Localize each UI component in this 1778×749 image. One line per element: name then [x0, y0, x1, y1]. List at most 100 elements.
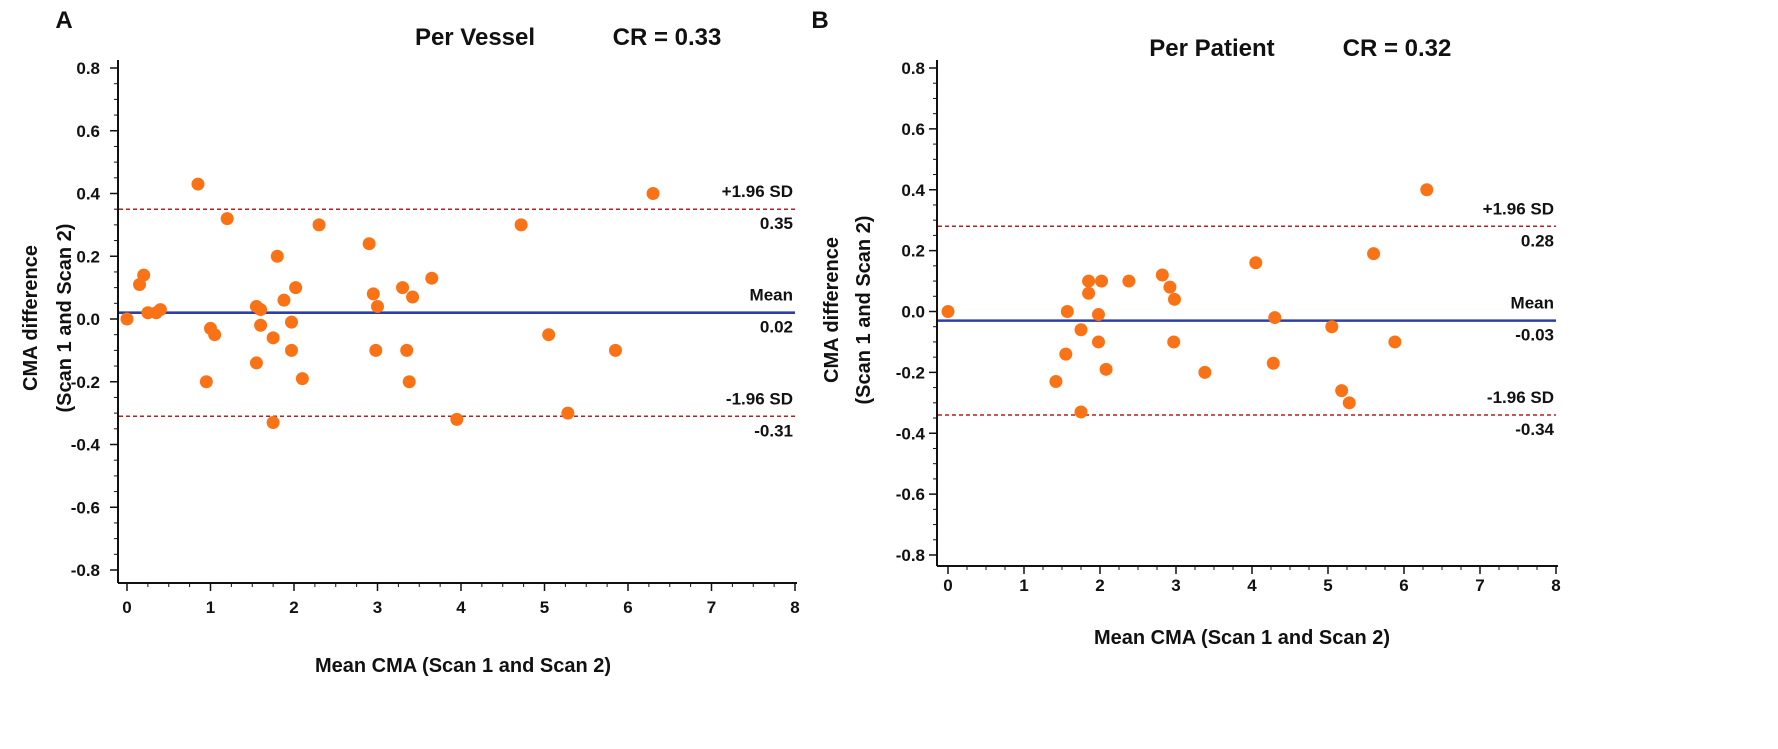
data-point: [312, 218, 326, 232]
x-tick-label: 8: [790, 598, 799, 617]
x-tick-label: 3: [1171, 576, 1180, 595]
x-tick-label: 3: [373, 598, 382, 617]
panel-letter: A: [55, 7, 72, 34]
data-point: [191, 177, 205, 191]
data-point: [542, 328, 556, 342]
y-tick-label: -0.4: [71, 436, 101, 455]
reference-line-name: -1.96 SD: [726, 389, 793, 408]
data-point: [608, 343, 622, 357]
data-point: [1335, 384, 1349, 398]
data-point: [254, 318, 268, 332]
y-tick-label: 0.2: [901, 242, 925, 261]
data-point: [1060, 305, 1074, 318]
y-tick-label: -0.8: [71, 561, 100, 580]
data-point: [371, 299, 384, 313]
data-point: [396, 281, 410, 295]
reference-line-value: 0.02: [760, 318, 793, 337]
data-point: [137, 268, 151, 282]
y-tick-label: 0.6: [76, 122, 100, 141]
data-point: [646, 187, 660, 200]
data-point: [406, 290, 420, 304]
y-tick-label: 0.4: [76, 185, 100, 204]
chart-panel-a: A Per Vessel CR = 0.33 0.8 0.6 0.4 0.2 0.0 -0.2 -…: [20, 7, 800, 677]
data-point: [450, 412, 464, 426]
data-point: [266, 416, 280, 430]
x-tick-label: 7: [1475, 576, 1484, 595]
x-axis-title: Mean CMA (Scan 1 and Scan 2): [1094, 627, 1390, 649]
y-tick-label: -0.2: [71, 373, 100, 392]
data-point: [402, 375, 416, 389]
y-axis-title: CMA difference (Scan 1 and Scan 2): [821, 216, 875, 405]
reference-line-value: 0.35: [760, 214, 793, 233]
data-point: [1074, 405, 1088, 419]
data-point: [1342, 396, 1356, 410]
y-tick-label: 0.4: [901, 181, 925, 200]
y-tick-label: -0.8: [896, 546, 925, 565]
x-tick-label: 8: [1551, 576, 1560, 595]
data-point: [1198, 365, 1212, 379]
data-point: [1367, 247, 1381, 261]
x-tick-label: 2: [1095, 576, 1104, 595]
data-point: [362, 237, 376, 251]
data-point: [1325, 320, 1339, 334]
y-tick-label: 0.0: [76, 310, 100, 329]
data-point: [249, 356, 263, 370]
data-point: [1082, 274, 1096, 288]
x-tick-label: 7: [707, 598, 716, 617]
y-tick-label: 0.0: [901, 303, 925, 322]
y-axis-title-line2: (Scan 1 and Scan 2): [54, 224, 76, 413]
x-tick-label: 5: [540, 598, 549, 617]
x-tick-label: 5: [1323, 576, 1332, 595]
x-tick-label: 4: [456, 598, 466, 617]
y-tick-label: 0.8: [901, 59, 925, 78]
data-point: [941, 305, 955, 318]
data-point: [1167, 335, 1181, 349]
reference-line-name: Mean: [1511, 294, 1554, 313]
y-tick-label: -0.2: [896, 363, 925, 382]
x-tick-label: 0: [943, 576, 952, 595]
data-point: [1095, 274, 1109, 288]
y-tick-label: -0.4: [896, 424, 926, 443]
y-tick-label: -0.6: [71, 498, 100, 517]
data-point: [514, 218, 528, 232]
data-point: [561, 406, 575, 420]
x-tick-label: 2: [289, 598, 298, 617]
data-point: [120, 312, 134, 326]
y-axis-title-line1: CMA difference: [821, 237, 843, 383]
data-point: [1082, 286, 1096, 300]
data-point: [425, 271, 439, 285]
reference-line-value: -0.31: [754, 421, 793, 440]
data-point: [369, 343, 383, 357]
data-point: [1388, 335, 1402, 349]
data-point: [266, 331, 280, 345]
data-point: [1099, 362, 1113, 376]
y-tick-label: 0.8: [76, 59, 100, 78]
chart-title: Per Vessel: [415, 24, 535, 51]
reference-line-value: -0.03: [1515, 326, 1554, 345]
reference-line-name: +1.96 SD: [722, 182, 793, 201]
data-point: [220, 212, 234, 226]
cr-label: CR = 0.33: [613, 24, 722, 51]
data-point: [199, 375, 213, 389]
reference-line-name: -1.96 SD: [1487, 388, 1554, 407]
y-tick-label: 0.6: [901, 120, 925, 139]
data-point: [1122, 274, 1136, 288]
data-point: [1091, 308, 1105, 322]
x-tick-label: 4: [1247, 576, 1257, 595]
y-axis-title-line1: CMA difference: [20, 245, 42, 391]
data-point: [1167, 292, 1181, 306]
reference-line-name: Mean: [750, 286, 793, 305]
y-axis-title-line2: (Scan 1 and Scan 2): [853, 216, 875, 405]
y-tick-label: -0.6: [896, 485, 925, 504]
data-point: [1059, 347, 1073, 361]
data-point: [277, 293, 291, 307]
data-point: [295, 372, 309, 386]
data-point: [1268, 311, 1282, 325]
data-point: [284, 343, 298, 357]
cr-label: CR = 0.32: [1343, 35, 1452, 62]
data-point: [1420, 183, 1434, 197]
chart-panel-b: B Per Patient CR = 0.32 0.8 0.6 0.4 0.2 0.0 -0.2…: [811, 7, 1560, 649]
reference-line-value: -0.34: [1515, 420, 1554, 439]
x-tick-label: 0: [122, 598, 131, 617]
